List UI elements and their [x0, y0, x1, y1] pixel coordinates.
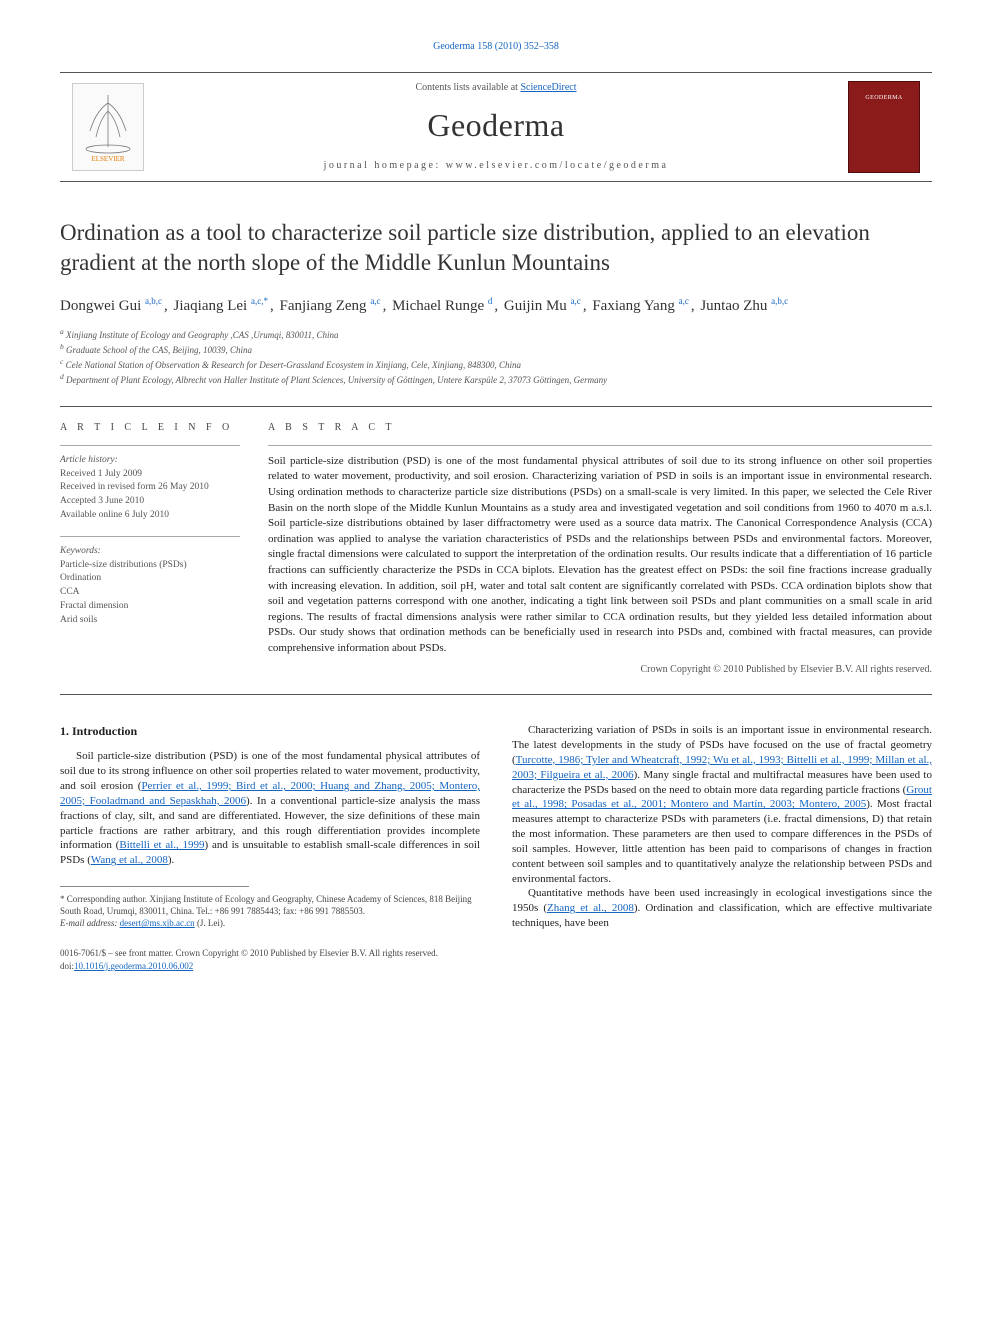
- history-item: Received 1 July 2009: [60, 468, 240, 481]
- keywords-label: Keywords:: [60, 545, 240, 558]
- aff-text: Department of Plant Ecology, Albrecht vo…: [66, 375, 607, 385]
- article-info-column: A R T I C L E I N F O Article history: R…: [60, 421, 240, 676]
- article-info-label: A R T I C L E I N F O: [60, 421, 240, 435]
- author-affref: a,b,c: [771, 296, 788, 306]
- article-history: Article history: Received 1 July 2009 Re…: [60, 454, 240, 522]
- doi-prefix: doi:: [60, 961, 74, 971]
- keyword: Ordination: [60, 572, 240, 585]
- intro-heading: 1. Introduction: [60, 723, 480, 739]
- abstract-column: A B S T R A C T Soil particle-size distr…: [268, 421, 932, 676]
- footer: 0016-7061/$ – see front matter. Crown Co…: [60, 947, 932, 972]
- right-column: Characterizing variation of PSDs in soil…: [512, 723, 932, 931]
- author-affref: a,c: [370, 296, 380, 306]
- journal-cover-thumb: GEODERMA: [848, 81, 920, 173]
- article-title: Ordination as a tool to characterize soi…: [60, 218, 932, 278]
- author-name: Michael Runge: [392, 298, 484, 314]
- email-tail: (J. Lei).: [195, 918, 226, 928]
- elsevier-logo: ELSEVIER: [72, 83, 144, 171]
- body-text: ).: [168, 854, 174, 866]
- email-label: E-mail address:: [60, 918, 120, 928]
- author-name: Faxiang Yang: [592, 298, 675, 314]
- author-name: Jiaqiang Lei: [174, 298, 248, 314]
- divider: [60, 694, 932, 695]
- keyword: CCA: [60, 586, 240, 599]
- author-affref: a,b,c: [145, 296, 162, 306]
- body-columns: 1. Introduction Soil particle-size distr…: [60, 723, 932, 931]
- author-affref: a,c,*: [251, 296, 268, 306]
- author-name: Fanjiang Zeng: [279, 298, 366, 314]
- left-column: 1. Introduction Soil particle-size distr…: [60, 723, 480, 931]
- affiliations: a Xinjiang Institute of Ecology and Geog…: [60, 327, 932, 387]
- contents-prefix: Contents lists available at: [415, 82, 520, 93]
- homepage-prefix: journal homepage:: [324, 160, 446, 171]
- author-name: Juntao Zhu: [700, 298, 767, 314]
- citation-link[interactable]: Zhang et al., 2008: [547, 902, 634, 914]
- body-text: ). Most fractal measures attempt to char…: [512, 798, 932, 884]
- aff-text: Xinjiang Institute of Ecology and Geogra…: [66, 330, 339, 340]
- elsevier-text: ELSEVIER: [91, 155, 124, 163]
- abstract-copyright: Crown Copyright © 2010 Published by Else…: [268, 663, 932, 677]
- footnote-separator: [60, 886, 249, 887]
- abstract-label: A B S T R A C T: [268, 421, 932, 435]
- journal-header: ELSEVIER Contents lists available at Sci…: [60, 72, 932, 182]
- journal-name: Geoderma: [160, 104, 832, 147]
- journal-page-ref: Geoderma 158 (2010) 352–358: [60, 40, 932, 54]
- abstract-text: Soil particle-size distribution (PSD) is…: [268, 454, 932, 657]
- footer-copyright: 0016-7061/$ – see front matter. Crown Co…: [60, 947, 932, 959]
- keyword: Arid soils: [60, 614, 240, 627]
- aff-sup: c: [60, 357, 63, 366]
- aff-sup: b: [60, 342, 64, 351]
- aff-sup: d: [60, 372, 64, 381]
- doi-link[interactable]: 10.1016/j.geoderma.2010.06.002: [74, 961, 193, 971]
- aff-text: Cele National Station of Observation & R…: [66, 360, 521, 370]
- author-name: Dongwei Gui: [60, 298, 141, 314]
- corresponding-author-footnote: * Corresponding author. Xinjiang Institu…: [60, 893, 480, 917]
- citation-link[interactable]: Bittelli et al., 1999: [119, 839, 204, 851]
- history-item: Accepted 3 June 2010: [60, 495, 240, 508]
- keyword: Particle-size distributions (PSDs): [60, 559, 240, 572]
- homepage-url: www.elsevier.com/locate/geoderma: [446, 160, 669, 171]
- divider: [60, 406, 932, 407]
- author-affref: d: [488, 296, 493, 306]
- email-link[interactable]: desert@ms.xjb.ac.cn: [120, 918, 195, 928]
- sciencedirect-link[interactable]: ScienceDirect: [520, 82, 576, 93]
- authors-line: Dongwei Gui a,b,c, Jiaqiang Lei a,c,*, F…: [60, 295, 932, 316]
- author-affref: a,c: [571, 296, 581, 306]
- keywords-block: Keywords: Particle-size distributions (P…: [60, 545, 240, 627]
- author-name: Guijin Mu: [504, 298, 567, 314]
- citation-link[interactable]: Wang et al., 2008: [91, 854, 168, 866]
- history-label: Article history:: [60, 454, 240, 467]
- journal-header-center: Contents lists available at ScienceDirec…: [160, 81, 832, 173]
- author-affref: a,c: [679, 296, 689, 306]
- cover-title: GEODERMA: [849, 94, 919, 102]
- history-item: Available online 6 July 2010: [60, 509, 240, 522]
- aff-sup: a: [60, 327, 64, 336]
- history-item: Received in revised form 26 May 2010: [60, 481, 240, 494]
- aff-text: Graduate School of the CAS, Beijing, 100…: [66, 345, 252, 355]
- keyword: Fractal dimension: [60, 600, 240, 613]
